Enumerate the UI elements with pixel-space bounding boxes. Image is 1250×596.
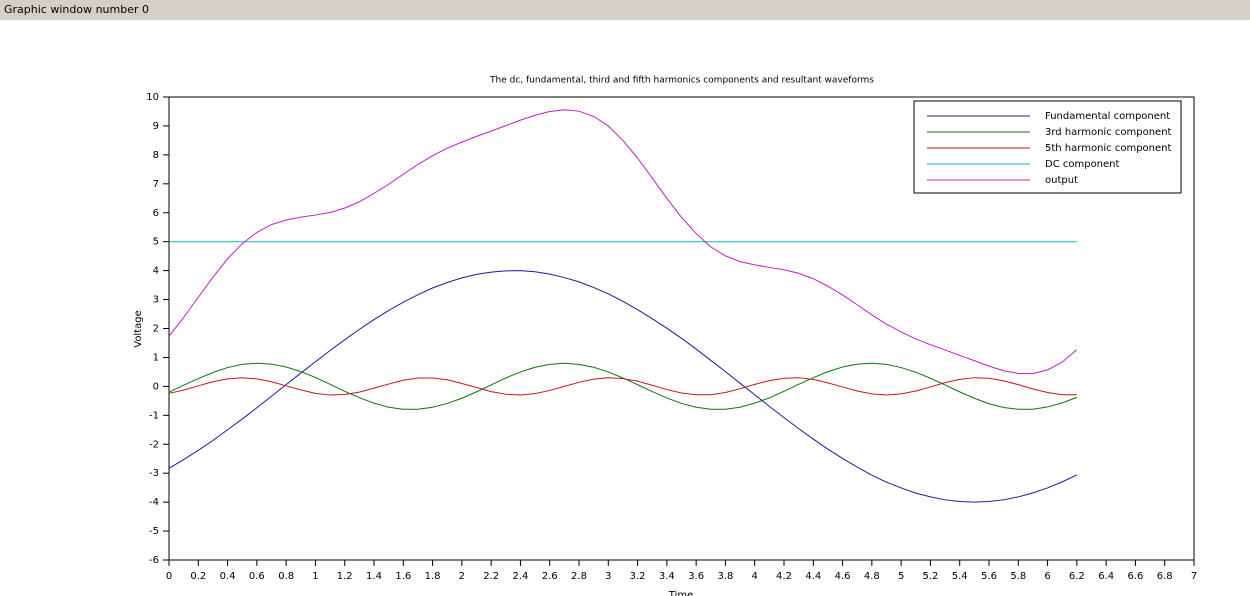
y-tick-label: -1 (149, 410, 159, 421)
x-tick-label: 3.8 (717, 571, 733, 582)
x-tick-label: 0.2 (190, 571, 206, 582)
x-tick-label: 4.8 (864, 571, 880, 582)
y-tick-label: 7 (153, 179, 159, 190)
x-tick-label: 5.4 (952, 571, 968, 582)
x-tick-label: 4.6 (835, 571, 851, 582)
x-tick-label: 1.2 (337, 571, 353, 582)
legend-label: 3rd harmonic component (1045, 127, 1172, 138)
x-tick-label: 6.6 (1127, 571, 1143, 582)
x-tick-label: 5.8 (1010, 571, 1026, 582)
y-tick-label: 2 (153, 324, 159, 335)
legend-label: 5th harmonic component (1045, 143, 1172, 154)
x-tick-label: 5.2 (922, 571, 938, 582)
series-line (168, 362, 1078, 410)
x-tick-label: 1.4 (366, 571, 382, 582)
y-tick-label: 5 (153, 237, 159, 248)
x-tick-label: 2.8 (571, 571, 587, 582)
x-tick-label: 1.6 (395, 571, 411, 582)
series-line (168, 109, 1078, 375)
x-tick-label: 4.4 (805, 571, 821, 582)
x-tick-label: 6.8 (1157, 571, 1173, 582)
x-tick-label: 0.4 (220, 571, 236, 582)
y-tick-label: -5 (149, 526, 159, 537)
legend-label: Fundamental component (1045, 111, 1170, 122)
x-tick-label: 3.2 (630, 571, 646, 582)
x-tick-label: 0.8 (278, 571, 294, 582)
y-tick-label: 6 (153, 208, 159, 219)
x-tick-label: 2.6 (542, 571, 558, 582)
x-tick-label: 0 (166, 571, 172, 582)
series-line (168, 377, 1077, 396)
x-tick-label: 1 (312, 571, 318, 582)
x-tick-label: 2.2 (483, 571, 499, 582)
y-tick-label: 10 (146, 92, 159, 103)
x-tick-label: 0.6 (249, 571, 265, 582)
x-tick-label: 6 (1044, 571, 1050, 582)
legend-label: output (1045, 175, 1078, 186)
x-tick-label: 2 (459, 571, 465, 582)
chart: The dc, fundamental, third and fifth har… (133, 76, 1197, 596)
y-tick-label: 3 (153, 295, 159, 306)
x-tick-label: 6.2 (1069, 571, 1085, 582)
legend-label: DC component (1045, 159, 1120, 170)
y-axis-label: Voltage (133, 310, 144, 348)
x-axis-label: Time (668, 590, 693, 596)
y-tick-label: -4 (149, 497, 159, 508)
y-tick-label: 9 (153, 121, 159, 132)
x-tick-label: 2.4 (512, 571, 528, 582)
x-tick-label: 3.4 (659, 571, 675, 582)
y-tick-label: -2 (149, 439, 159, 450)
y-tick-label: 4 (153, 266, 159, 277)
x-tick-label: 4.2 (776, 571, 792, 582)
y-tick-label: 1 (153, 352, 159, 363)
x-tick-label: 3.6 (688, 571, 704, 582)
x-tick-label: 5.6 (981, 571, 997, 582)
x-tick-label: 6.4 (1098, 571, 1114, 582)
x-tick-label: 5 (898, 571, 904, 582)
y-tick-label: -3 (149, 468, 159, 479)
window-title: Graphic window number 0 (0, 0, 1250, 20)
series-line (168, 270, 1078, 503)
x-tick-label: 3 (605, 571, 611, 582)
y-tick-label: 8 (153, 150, 159, 161)
y-tick-label: 0 (153, 381, 159, 392)
x-tick-label: 4 (752, 571, 758, 582)
chart-title: The dc, fundamental, third and fifth har… (489, 76, 874, 86)
y-tick-label: -6 (149, 555, 159, 566)
x-tick-label: 1.8 (425, 571, 441, 582)
x-tick-label: 7 (1191, 571, 1197, 582)
